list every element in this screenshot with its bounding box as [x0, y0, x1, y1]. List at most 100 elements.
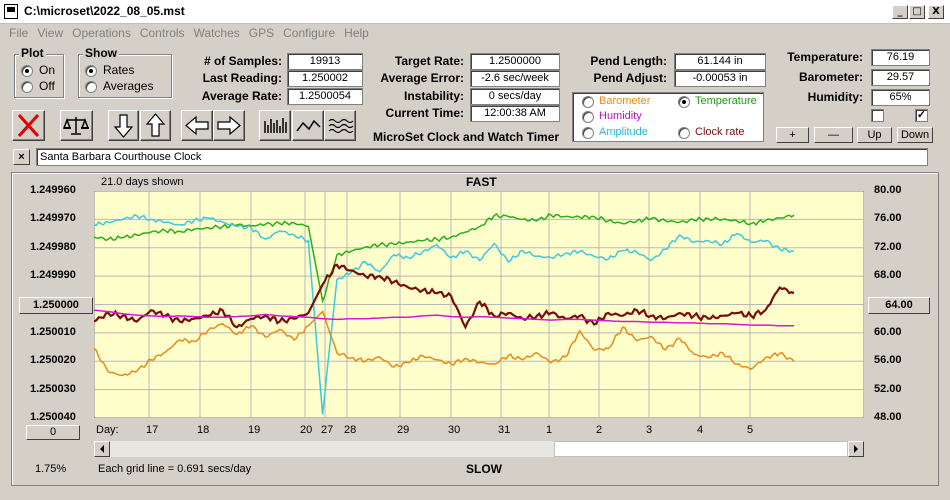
legend-temperature-radio[interactable] [678, 96, 690, 108]
plot-off-radio[interactable] [21, 81, 33, 93]
menu-configure[interactable]: Configure [283, 26, 336, 40]
menu-gps[interactable]: GPS [248, 26, 275, 40]
chart-plot-area[interactable] [94, 191, 864, 418]
legend-humidity-radio[interactable] [582, 111, 594, 123]
maximize-button[interactable]: □ [909, 5, 925, 19]
legend-barometer-label: Barometer [599, 95, 651, 107]
current-time-label: Current Time: [385, 106, 464, 120]
down-button[interactable]: Down [897, 127, 933, 143]
wave-view-button[interactable] [324, 110, 356, 141]
left-tick-label: 1.249960 [30, 184, 76, 196]
menu-watches[interactable]: Watches [193, 26, 240, 40]
scroll-thumb[interactable] [554, 441, 848, 457]
arrow-left-icon [185, 115, 209, 136]
minus-button[interactable]: — [814, 127, 853, 143]
bar-view-button[interactable] [259, 110, 291, 141]
scroll-left-arrow[interactable] [94, 441, 110, 457]
samples-label: # of Samples: [203, 54, 282, 68]
line-graph-icon [296, 119, 321, 132]
center-left-button[interactable]: 1.250000 [19, 297, 93, 314]
center-right-button[interactable]: 64.00 [868, 297, 930, 314]
right-tick-label: 80.00 [874, 184, 902, 196]
left-tick-label: 1.250040 [30, 411, 76, 423]
series-lines [94, 212, 795, 415]
scroll-right-arrow[interactable] [848, 441, 864, 457]
arrow-left-button[interactable] [181, 110, 213, 141]
menu-help[interactable]: Help [344, 26, 369, 40]
up-button[interactable]: Up [857, 127, 892, 143]
red-x-icon [17, 113, 40, 138]
plus-button[interactable]: + [776, 127, 809, 143]
close-button[interactable]: X [928, 5, 944, 19]
x-tick-label: 2 [596, 424, 603, 436]
show-averages-radio[interactable] [85, 81, 97, 93]
arrow-right-button[interactable] [213, 110, 245, 141]
samples-value: 19913 [287, 53, 363, 70]
pend-adjust-value: -0.00053 in [674, 70, 766, 87]
plot-on-radio[interactable] [21, 65, 33, 77]
x-tick-label: 31 [498, 424, 511, 436]
average-error-value: -2.6 sec/week [470, 70, 560, 87]
menu-controls[interactable]: Controls [139, 26, 185, 40]
menu-file[interactable]: File [9, 26, 29, 40]
left-tick-label: 1.249980 [30, 240, 76, 253]
last-reading-label: Last Reading: [202, 71, 282, 85]
stop-button[interactable] [12, 110, 45, 141]
series-line-humidity [94, 309, 794, 327]
last-reading-value: 1.250002 [287, 70, 363, 87]
target-rate-label: Target Rate: [394, 54, 464, 68]
clear-name-button[interactable]: × [13, 149, 30, 165]
app-icon[interactable] [4, 4, 18, 19]
chart-scrollbar[interactable] [94, 441, 864, 457]
legend-amplitude-radio[interactable] [582, 127, 594, 139]
humidity-label: Humidity: [807, 90, 863, 104]
days-shown-label: 21.0 days shown [101, 176, 184, 188]
left-tick-label: 1.249970 [30, 212, 76, 225]
option-checkbox-1[interactable] [871, 109, 884, 122]
left-tick-label: 1.250010 [30, 325, 76, 338]
show-rates-label: Rates [103, 63, 135, 77]
menu-view[interactable]: View [37, 26, 64, 40]
offset-button[interactable]: 0 [26, 425, 80, 440]
scale-icon [62, 117, 90, 135]
legend-humidity-label: Humidity [599, 110, 642, 122]
left-tick-label: 1.250030 [30, 382, 76, 395]
x-tick-label: 30 [448, 424, 461, 436]
balance-button[interactable] [60, 110, 93, 141]
right-tick-label: 56.00 [874, 354, 902, 367]
pend-length-label: Pend Length: [590, 54, 667, 68]
pend-length-value[interactable]: 61.144 in [674, 53, 766, 70]
option-checkbox-2[interactable]: ✓ [915, 109, 928, 122]
legend-clockrate-radio[interactable] [678, 127, 690, 139]
x-tick-label: 19 [248, 424, 261, 436]
line-view-button[interactable] [292, 110, 324, 141]
series-line-temperature [94, 212, 795, 304]
show-rates-radio[interactable] [85, 65, 97, 77]
title-bar: C:\microset\2022_08_05.mst _ □ X [0, 0, 950, 24]
show-group-title: Show [83, 46, 119, 60]
minimize-button[interactable]: _ [892, 5, 908, 19]
target-rate-value[interactable]: 1.2500000 [470, 53, 560, 70]
series-line-barometer [94, 310, 795, 377]
legend-barometer-radio[interactable] [582, 96, 594, 108]
x-tick-label: 18 [197, 424, 210, 436]
menu-operations[interactable]: Operations [72, 26, 131, 40]
pend-adjust-label: Pend Adjust: [593, 71, 667, 85]
series-line-clock-rate [94, 263, 795, 330]
scroll-left-icon [100, 445, 104, 453]
arrow-right-icon [217, 115, 241, 136]
right-tick-label: 76.00 [874, 212, 902, 225]
app-name: MicroSet Clock and Watch Timer [373, 130, 560, 144]
plot-on-label: On [39, 63, 56, 77]
instability-value: 0 secs/day [470, 88, 560, 105]
series-legend [572, 92, 764, 142]
temperature-label: Temperature: [787, 50, 863, 64]
scroll-right-icon [854, 445, 858, 453]
instability-label: Instability: [403, 89, 464, 103]
slow-label: SLOW [466, 462, 502, 476]
arrow-up-button[interactable] [140, 110, 171, 141]
arrow-down-button[interactable] [108, 110, 139, 141]
clock-name-field[interactable]: Santa Barbara Courthouse Clock [36, 148, 928, 166]
x-tick-label: 3 [646, 424, 653, 436]
arrow-down-icon [113, 114, 134, 138]
